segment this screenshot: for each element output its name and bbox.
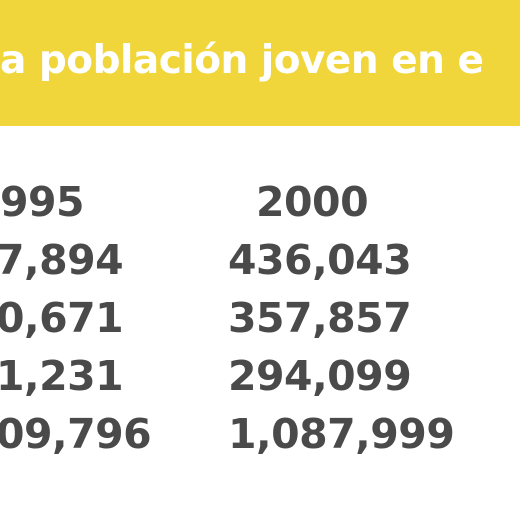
- table-cell: 294,099: [228, 352, 412, 400]
- table-cell: 7,894: [0, 236, 124, 284]
- column-header: 2000: [256, 178, 369, 226]
- table-cell: 1,231: [0, 352, 124, 400]
- header-band: a población joven en e: [0, 0, 520, 126]
- table-cell: 357,857: [228, 294, 412, 342]
- table-cell: 436,043: [228, 236, 412, 284]
- table-cell: 09,796: [0, 410, 152, 458]
- header-title: a población joven en e: [0, 38, 484, 83]
- column-header: 995: [0, 178, 85, 226]
- table-cell: 0,671: [0, 294, 124, 342]
- table-cell: 1,087,999: [228, 410, 455, 458]
